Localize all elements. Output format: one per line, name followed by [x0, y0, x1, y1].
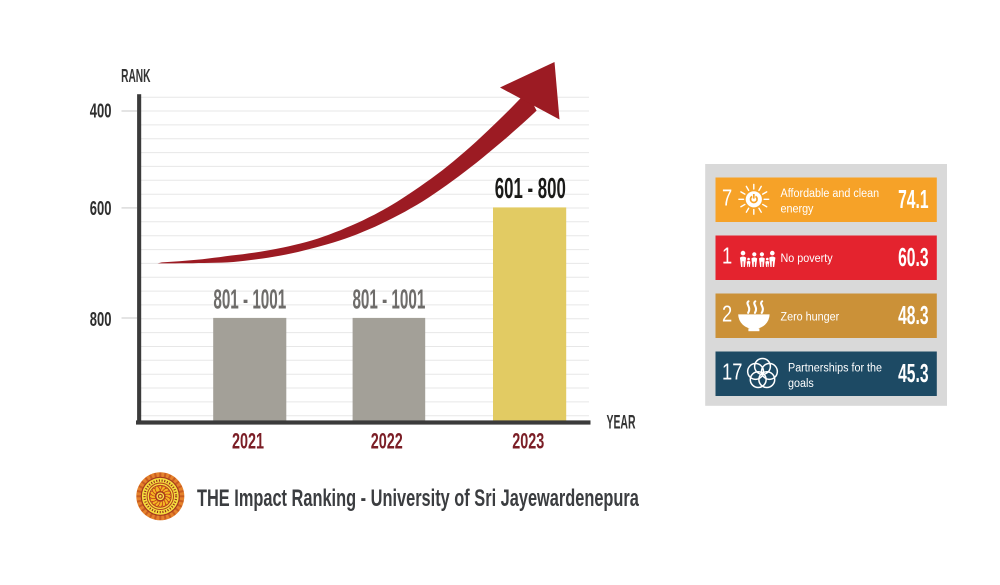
svg-text:74.1: 74.1 — [898, 185, 928, 214]
svg-text:goals: goals — [788, 376, 814, 390]
svg-text:YEAR: YEAR — [606, 412, 635, 433]
svg-text:60.3: 60.3 — [898, 243, 928, 272]
svg-text:601 - 800: 601 - 800 — [495, 174, 566, 206]
svg-text:400: 400 — [90, 100, 112, 123]
svg-text:2023: 2023 — [512, 429, 544, 454]
svg-text:Affordable and clean: Affordable and clean — [781, 187, 880, 201]
svg-text:45.3: 45.3 — [898, 359, 928, 388]
svg-text:2021: 2021 — [232, 429, 264, 454]
svg-text:800: 800 — [90, 308, 112, 331]
svg-text:1: 1 — [722, 244, 732, 270]
svg-text:energy: energy — [781, 202, 814, 216]
svg-text:No poverty: No poverty — [781, 251, 833, 265]
svg-text:600: 600 — [90, 197, 112, 220]
svg-text:801 - 1001: 801 - 1001 — [352, 284, 425, 315]
svg-text:Zero hunger: Zero hunger — [781, 310, 840, 324]
svg-text:7: 7 — [722, 186, 732, 212]
svg-text:THE Impact Ranking - Universit: THE Impact Ranking - University of Sri J… — [197, 485, 639, 512]
svg-text:2: 2 — [722, 302, 732, 328]
svg-text:2022: 2022 — [371, 429, 403, 454]
svg-text:RANK: RANK — [121, 66, 151, 87]
svg-text:17: 17 — [722, 360, 742, 386]
svg-text:Partnerships for the: Partnerships for the — [788, 361, 882, 375]
svg-text:801 - 1001: 801 - 1001 — [213, 284, 286, 315]
svg-text:48.3: 48.3 — [898, 301, 928, 330]
